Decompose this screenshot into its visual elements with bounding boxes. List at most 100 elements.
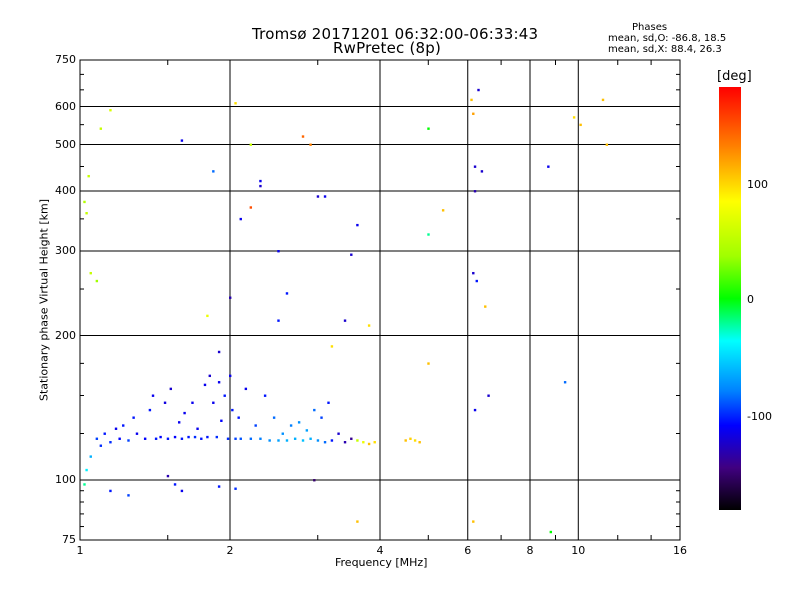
data-point [367,442,371,446]
data-point [183,411,186,415]
data-point [109,441,112,444]
y-axis-label: Stationary phase Virtual Height [km] [37,198,51,402]
phases-heading: Phases [632,22,668,33]
data-point [132,416,135,419]
data-point [85,468,88,472]
data-point [263,394,267,397]
data-point [268,439,271,442]
data-point [180,437,184,440]
data-point [297,421,301,424]
data-point [350,253,353,256]
data-point [143,437,147,440]
y-tick-label: 75 [62,533,76,546]
data-point [191,401,194,404]
data-point [95,437,99,440]
data-point [259,184,262,188]
data-point [200,437,203,440]
data-point [323,441,327,444]
data-point [87,174,90,178]
data-point [350,437,353,440]
data-point [285,292,289,295]
colorbar-tick-0: 0 [747,293,754,306]
data-point [367,324,371,327]
data-point [99,127,103,130]
data-point [244,387,248,391]
data-point [180,139,184,142]
data-point [472,271,475,275]
data-point [99,444,103,447]
data-point [309,143,312,146]
data-point [237,416,240,419]
data-point [572,116,576,119]
data-point [343,319,347,322]
data-point [249,143,253,146]
data-point [323,195,327,198]
chart-subtitle: RwPretec (8p) [333,39,442,57]
colorbar [719,87,741,510]
data-point [477,88,480,92]
data-point [475,279,478,283]
data-point [234,102,237,105]
data-point [249,206,253,209]
data-point [605,143,609,146]
data-point [85,212,88,215]
x-axis-label: Frequency [MHz] [335,556,428,569]
data-point [217,350,221,354]
data-point [163,401,167,404]
data-point [356,520,359,523]
data-point [327,401,330,404]
x-tick-label: 2 [226,544,234,557]
data-point [127,439,130,442]
data-point [480,170,484,173]
data-point [309,437,312,440]
data-point [427,127,430,130]
data-point [95,279,99,283]
data-point [217,381,221,384]
data-points [83,88,609,534]
data-point [320,416,323,419]
data-point [549,530,553,534]
phases-line-o: mean, sd,O: -86.8, 18.5 [608,33,727,44]
data-point [154,437,158,440]
data-point [330,439,334,442]
data-point [234,437,237,440]
data-point [601,98,605,102]
data-point [313,408,316,412]
data-point [109,109,112,112]
data-point [148,408,152,412]
y-tick-label: 600 [55,99,76,113]
data-point [135,432,139,435]
data-point [277,250,280,253]
y-tick-label: 300 [55,244,76,257]
data-point [249,437,253,440]
data-point [285,439,289,442]
data-point [356,439,359,442]
data-point [427,233,430,236]
data-point [89,455,92,458]
data-point [427,362,430,365]
data-point [229,374,232,378]
data-point [215,435,219,439]
data-point [409,437,412,440]
x-tick-label: 16 [673,544,687,557]
data-point [151,394,155,397]
data-point [109,489,112,493]
data-point [316,439,320,442]
data-point [259,179,262,183]
data-point [208,374,211,378]
data-point [234,487,237,490]
data-point [173,483,177,486]
chart-title: Tromsø 20171201 06:32:00-06:33:43 [252,25,539,43]
data-point [484,305,487,308]
data-point [301,135,305,138]
data-point [193,435,197,439]
data-point [187,435,190,439]
data-point [473,408,477,412]
data-point [166,437,170,440]
y-tick-label: 750 [55,53,76,66]
y-tick-label: 100 [55,473,76,487]
data-point [356,223,359,227]
data-point [103,432,106,435]
data-point [473,165,477,168]
grid [80,60,680,540]
